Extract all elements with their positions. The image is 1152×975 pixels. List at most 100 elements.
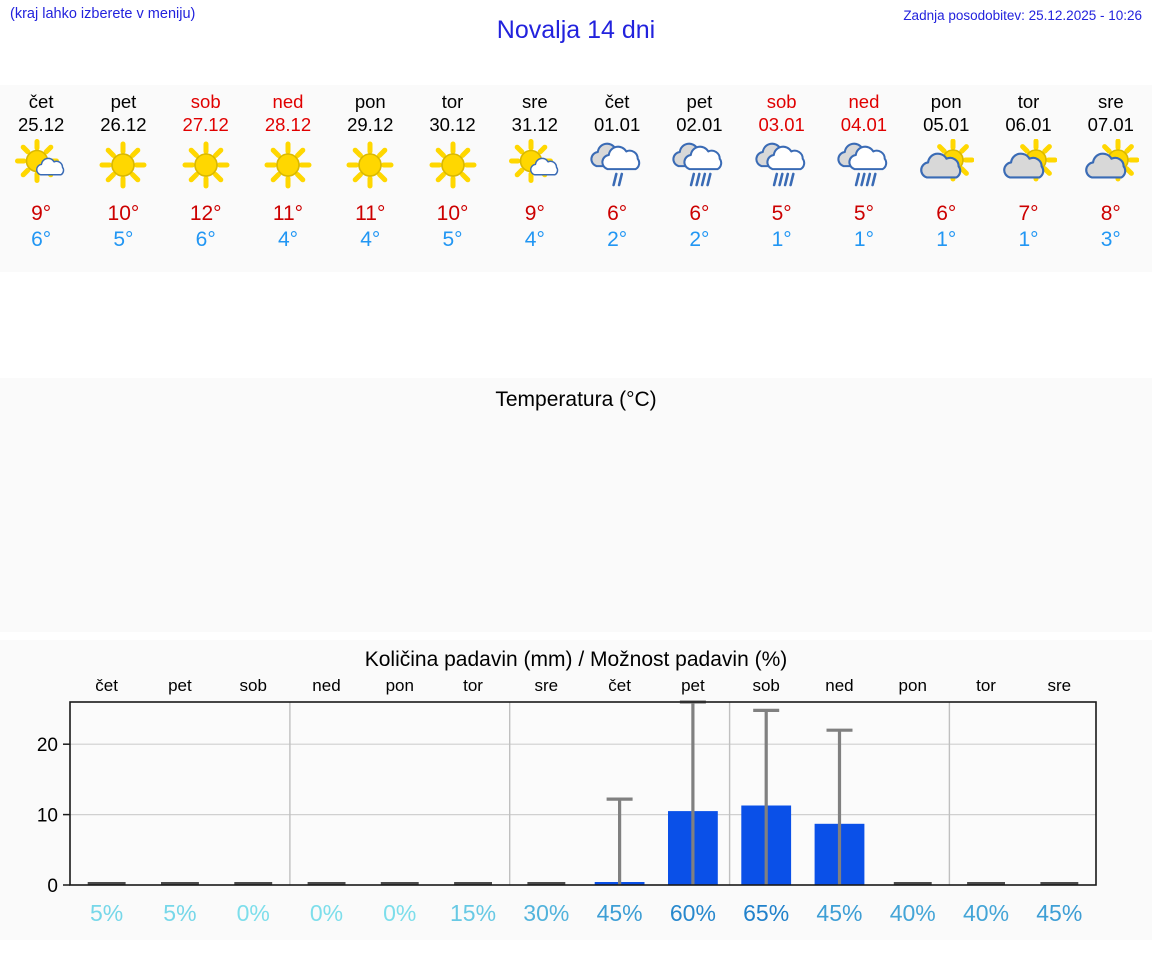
day-date: 29.12 bbox=[347, 114, 394, 135]
sun-icon bbox=[165, 139, 247, 195]
precipitation-day-label: čet bbox=[608, 676, 631, 695]
precipitation-probability-value: 0% bbox=[236, 900, 270, 926]
page-title: Novalja 14 dni bbox=[496, 16, 656, 44]
day-name: pet bbox=[110, 91, 137, 112]
forecast-day-column[interactable]: čet 01.01 6° 2° bbox=[576, 85, 658, 272]
day-date: 06.01 bbox=[1005, 114, 1052, 135]
day-name: pon bbox=[354, 91, 386, 112]
day-name: pon bbox=[930, 91, 962, 112]
precipitation-day-label: pon bbox=[385, 676, 414, 695]
day-name: čet bbox=[28, 91, 54, 112]
forecast-day-column[interactable]: ned 04.01 5° 1° bbox=[823, 85, 905, 272]
precipitation-probability-value: 5% bbox=[90, 900, 124, 926]
precipitation-day-label: sre bbox=[1047, 676, 1072, 695]
last-update-text: Zadnja posodobitev: 25.12.2025 - 10:26 bbox=[903, 8, 1142, 23]
precipitation-day-label: pet bbox=[681, 676, 705, 695]
forecast-day-column[interactable]: sre 31.12 9° 4° bbox=[494, 85, 576, 272]
day-temp-max: 8° bbox=[1100, 202, 1121, 225]
precipitation-day-label: ned bbox=[312, 676, 341, 695]
svg-text:10: 10 bbox=[37, 806, 58, 827]
day-temp-min: 4° bbox=[277, 228, 299, 251]
day-date: 28.12 bbox=[264, 114, 312, 135]
temperature-chart-panel: Temperatura (°C) −5051015 © vreme.us & v… bbox=[0, 378, 1152, 864]
cloud-sun-icon bbox=[1070, 139, 1152, 195]
day-date: 27.12 bbox=[182, 114, 229, 135]
sun-cloud-icon bbox=[0, 139, 82, 195]
day-temp-min: 6° bbox=[31, 228, 52, 251]
forecast-day-column[interactable]: tor 30.12 10° 5° bbox=[411, 85, 493, 272]
day-temp-max: 9° bbox=[31, 202, 52, 225]
precipitation-probability-value: 15% bbox=[450, 900, 497, 926]
svg-text:0: 0 bbox=[47, 876, 58, 897]
day-date: 03.01 bbox=[758, 114, 805, 135]
sun-icon bbox=[411, 139, 493, 195]
forecast-day-column[interactable]: čet 25.12 9° 6° bbox=[0, 85, 82, 272]
day-name: ned bbox=[272, 91, 304, 112]
rain-light-icon bbox=[576, 139, 658, 195]
precipitation-probability-value: 45% bbox=[1036, 900, 1083, 926]
forecast-days-strip: čet 25.12 9° 6° pet 26.12 10° 5° sob 27.12 12° 6° n… bbox=[0, 85, 1152, 272]
forecast-day-column[interactable]: pet 26.12 10° 5° bbox=[82, 85, 164, 272]
day-date: 04.01 bbox=[840, 114, 888, 135]
precipitation-probability-value: 45% bbox=[816, 900, 863, 926]
day-temp-min: 1° bbox=[1018, 228, 1039, 251]
rain-icon bbox=[823, 139, 905, 195]
precipitation-chart-title: Količina padavin (mm) / Možnost padavin … bbox=[364, 648, 788, 671]
day-temp-min: 1° bbox=[936, 228, 957, 251]
day-temp-min: 2° bbox=[689, 228, 710, 251]
forecast-day-column[interactable]: pon 05.01 6° 1° bbox=[905, 85, 987, 272]
day-name: sob bbox=[766, 91, 797, 112]
cloud-sun-icon bbox=[987, 139, 1069, 195]
forecast-day-column[interactable]: sre 07.01 8° 3° bbox=[1070, 85, 1152, 272]
day-name: čet bbox=[604, 91, 630, 112]
day-name: tor bbox=[441, 91, 464, 112]
precipitation-probability-value: 0% bbox=[383, 900, 417, 926]
day-date: 02.01 bbox=[676, 114, 723, 135]
cloud-sun-icon bbox=[905, 139, 987, 195]
day-temp-max: 6° bbox=[607, 202, 628, 225]
day-temp-max: 5° bbox=[771, 202, 792, 225]
day-name: sre bbox=[1097, 91, 1124, 112]
forecast-day-column[interactable]: ned 28.12 11° 4° bbox=[247, 85, 329, 272]
day-name: tor bbox=[1017, 91, 1040, 112]
day-name: ned bbox=[848, 91, 880, 112]
day-date: 07.01 bbox=[1087, 114, 1134, 135]
day-temp-max: 7° bbox=[1018, 202, 1039, 225]
precipitation-probability-row: 5% 5% 0% 0% 0% 15% 30% 45% 60% 65% 45% 40% 40% 45% bbox=[70, 900, 1096, 927]
precipitation-probability-value: 30% bbox=[523, 900, 570, 926]
precipitation-probability-value: 40% bbox=[889, 900, 936, 926]
day-temp-max: 11° bbox=[355, 202, 386, 225]
precipitation-day-label: sob bbox=[239, 676, 267, 695]
day-temp-min: 2° bbox=[607, 228, 628, 251]
precipitation-day-label: pon bbox=[898, 676, 927, 695]
sun-icon bbox=[247, 139, 329, 195]
day-temp-max: 6° bbox=[689, 202, 710, 225]
forecast-day-column[interactable]: pon 29.12 11° 4° bbox=[329, 85, 411, 272]
day-date: 05.01 bbox=[923, 114, 970, 135]
precipitation-day-label: ned bbox=[825, 676, 854, 695]
day-temp-min: 6° bbox=[195, 228, 216, 251]
day-date: 26.12 bbox=[100, 114, 147, 135]
menu-hint-text: (kraj lahko izberete v meniju) bbox=[10, 6, 196, 22]
day-temp-max: 6° bbox=[936, 202, 957, 225]
precipitation-probability-value: 65% bbox=[743, 900, 790, 926]
svg-text:20: 20 bbox=[37, 735, 58, 756]
forecast-day-column[interactable]: sob 03.01 5° 1° bbox=[741, 85, 823, 272]
day-temp-max: 12° bbox=[189, 202, 222, 225]
forecast-day-column[interactable]: pet 02.01 6° 2° bbox=[658, 85, 740, 272]
forecast-day-column[interactable]: sob 27.12 12° 6° bbox=[165, 85, 247, 272]
page-header: (kraj lahko izberete v meniju) Novalja 1… bbox=[0, 0, 1152, 62]
forecast-day-column[interactable]: tor 06.01 7° 1° bbox=[987, 85, 1069, 272]
precipitation-probability-value: 5% bbox=[163, 900, 197, 926]
temperature-chart-title: Temperatura (°C) bbox=[495, 388, 657, 411]
precipitation-chart-panel: Količina padavin (mm) / Možnost padavin … bbox=[0, 640, 1152, 940]
precipitation-day-label: sob bbox=[752, 676, 780, 695]
day-temp-min: 5° bbox=[442, 228, 463, 251]
sun-icon bbox=[82, 139, 164, 195]
day-temp-max: 11° bbox=[272, 202, 304, 225]
day-name: pet bbox=[686, 91, 713, 112]
day-temp-max: 5° bbox=[853, 202, 874, 225]
precipitation-chart-svg: 0 10 20 bbox=[37, 700, 1097, 897]
rain-icon bbox=[741, 139, 823, 195]
precipitation-day-label: tor bbox=[463, 676, 483, 695]
